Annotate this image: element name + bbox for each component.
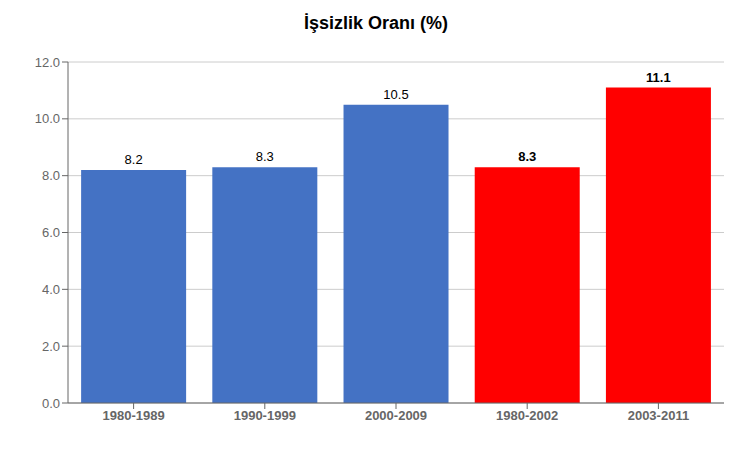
svg-text:8.0: 8.0 (42, 168, 60, 183)
svg-text:2000-2009: 2000-2009 (365, 408, 427, 423)
svg-text:12.0: 12.0 (35, 55, 60, 70)
svg-text:0.0: 0.0 (42, 396, 60, 411)
html-text:İşsizlik Oranı (%): İşsizlik Oranı (%) (304, 13, 448, 33)
svg-text:2.0: 2.0 (42, 339, 60, 354)
svg-text:11.1: 11.1 (646, 70, 671, 85)
svg-text:8.2: 8.2 (125, 152, 143, 167)
svg-text:1980-2002: 1980-2002 (496, 408, 558, 423)
svg-text:8.3: 8.3 (518, 149, 536, 164)
svg-text:10.0: 10.0 (35, 111, 60, 126)
svg-text:2003-2011: 2003-2011 (628, 408, 689, 423)
svg-text:4.0: 4.0 (42, 282, 60, 297)
svg-text:6.0: 6.0 (42, 225, 60, 240)
svg-text:1990-1999: 1990-1999 (234, 408, 296, 423)
svg-text:10.5: 10.5 (383, 87, 408, 102)
svg-text:8.3: 8.3 (256, 149, 274, 164)
svg-text:1980-1989: 1980-1989 (103, 408, 165, 423)
